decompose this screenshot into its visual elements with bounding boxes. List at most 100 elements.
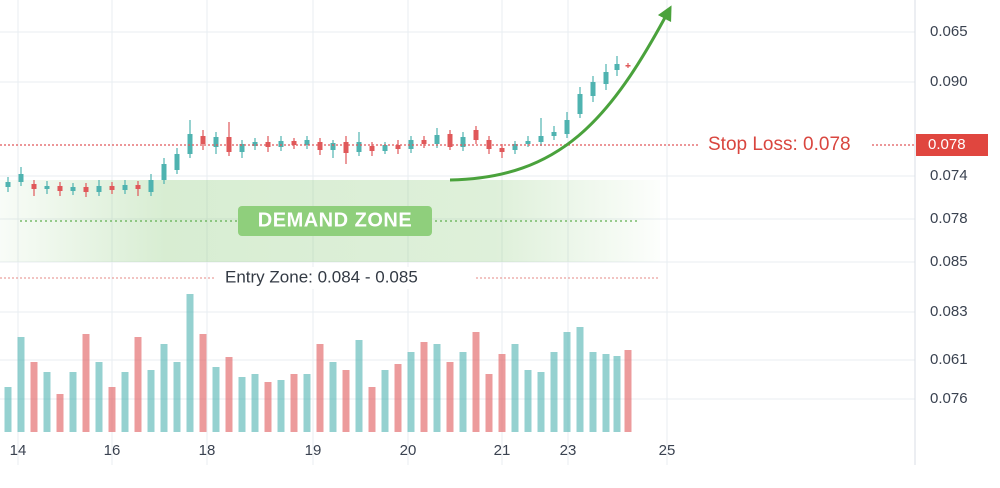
candle-body xyxy=(83,187,89,192)
candle-body xyxy=(304,140,310,145)
candle-body xyxy=(551,132,557,136)
volume-bar xyxy=(576,327,584,432)
demand-zone-badge xyxy=(238,206,432,236)
volume-layer xyxy=(4,294,632,432)
demand-zone-label: DEMAND ZONE xyxy=(258,209,412,231)
volume-bar xyxy=(121,372,129,432)
candle-body xyxy=(135,185,141,189)
volume-bar xyxy=(199,334,207,432)
y-tick-label: 0.090 xyxy=(930,73,968,90)
candle-body xyxy=(369,146,375,151)
candle-body xyxy=(434,135,440,144)
volume-bar xyxy=(186,294,194,432)
candle-body xyxy=(395,145,401,149)
volume-bar xyxy=(238,377,246,432)
x-tick-label: 21 xyxy=(494,442,511,459)
candle-body xyxy=(187,134,193,154)
trend-arrow xyxy=(449,5,672,182)
candle-body xyxy=(31,184,37,189)
candle-body xyxy=(499,148,505,152)
y-tick-label: 0.083 xyxy=(930,303,968,320)
volume-bar xyxy=(511,344,519,432)
volume-bar xyxy=(433,344,441,432)
stop-loss-label: Stop Loss: 0.078 xyxy=(708,134,851,155)
volume-bar xyxy=(147,370,155,432)
candle-body xyxy=(278,141,284,147)
price-tag xyxy=(916,134,988,156)
volume-bar xyxy=(381,370,389,432)
volume-bar xyxy=(589,352,597,432)
candle-body xyxy=(538,136,544,142)
volume-bar xyxy=(160,344,168,432)
candle-body xyxy=(625,65,631,67)
volume-bar xyxy=(134,337,142,432)
candle-body xyxy=(343,142,349,153)
volume-bar xyxy=(524,370,532,432)
volume-bar xyxy=(472,332,480,432)
candle-body xyxy=(18,174,24,182)
volume-bar xyxy=(342,370,350,432)
volume-bar xyxy=(95,362,103,432)
candle-body xyxy=(473,130,479,140)
volume-bar xyxy=(56,394,64,432)
candle-body xyxy=(5,182,11,187)
candle-body xyxy=(70,187,76,191)
volume-bar xyxy=(173,362,181,432)
x-tick-label: 14 xyxy=(10,442,27,459)
volume-bar xyxy=(446,362,454,432)
volume-bar xyxy=(355,340,363,432)
x-tick-label: 20 xyxy=(400,442,417,459)
volume-bar xyxy=(108,387,116,432)
x-tick-label: 25 xyxy=(659,442,676,459)
candle-body xyxy=(525,141,531,144)
x-tick-label: 18 xyxy=(199,442,216,459)
annotation-layer: Stop Loss: 0.078 0.078 DEMAND ZONE Entry Zo… xyxy=(0,133,988,289)
candle-body xyxy=(421,140,427,144)
candle-body xyxy=(122,185,128,190)
volume-bar xyxy=(550,352,558,432)
candle-body xyxy=(200,136,206,144)
volume-bar xyxy=(82,334,90,432)
y-tick-label: 0.078 xyxy=(930,210,968,227)
entry-zone-text-bg xyxy=(215,267,475,289)
candle-body xyxy=(239,144,245,152)
y-tick-label: 0.085 xyxy=(930,253,968,270)
candle-body xyxy=(148,180,154,192)
volume-bar xyxy=(613,356,621,432)
y-tick-label: 0.076 xyxy=(930,390,968,407)
volume-bar xyxy=(485,374,493,432)
candle-body xyxy=(590,82,596,96)
candle-body xyxy=(291,141,297,145)
volume-bar xyxy=(212,367,220,432)
volume-bar xyxy=(290,374,298,432)
candle-body xyxy=(577,94,583,114)
candle-body xyxy=(174,154,180,170)
candle-body xyxy=(614,64,620,70)
candle-body xyxy=(96,186,102,192)
candle-body xyxy=(57,186,63,191)
candle-body xyxy=(564,120,570,134)
volume-bar xyxy=(251,374,259,432)
volume-bar xyxy=(368,387,376,432)
entry-zone-label: Entry Zone: 0.084 - 0.085 xyxy=(225,267,418,286)
candle-body xyxy=(330,143,336,150)
candle-body xyxy=(460,137,466,147)
candle-body xyxy=(109,186,115,190)
volume-bar xyxy=(563,332,571,432)
candle-body xyxy=(44,186,50,189)
volume-bar xyxy=(69,372,77,432)
volume-bar xyxy=(498,354,506,432)
volume-bar xyxy=(303,374,311,432)
x-tick-label: 19 xyxy=(305,442,322,459)
volume-bar xyxy=(459,352,467,432)
y-tick-label: 0.061 xyxy=(930,351,968,368)
volume-bar xyxy=(537,372,545,432)
volume-bar xyxy=(264,382,272,432)
candle-body xyxy=(382,145,388,151)
volume-bar xyxy=(394,364,402,432)
volume-bar xyxy=(329,362,337,432)
volume-bar xyxy=(43,372,51,432)
volume-bar xyxy=(407,352,415,432)
stop-loss-text-bg xyxy=(700,133,870,157)
